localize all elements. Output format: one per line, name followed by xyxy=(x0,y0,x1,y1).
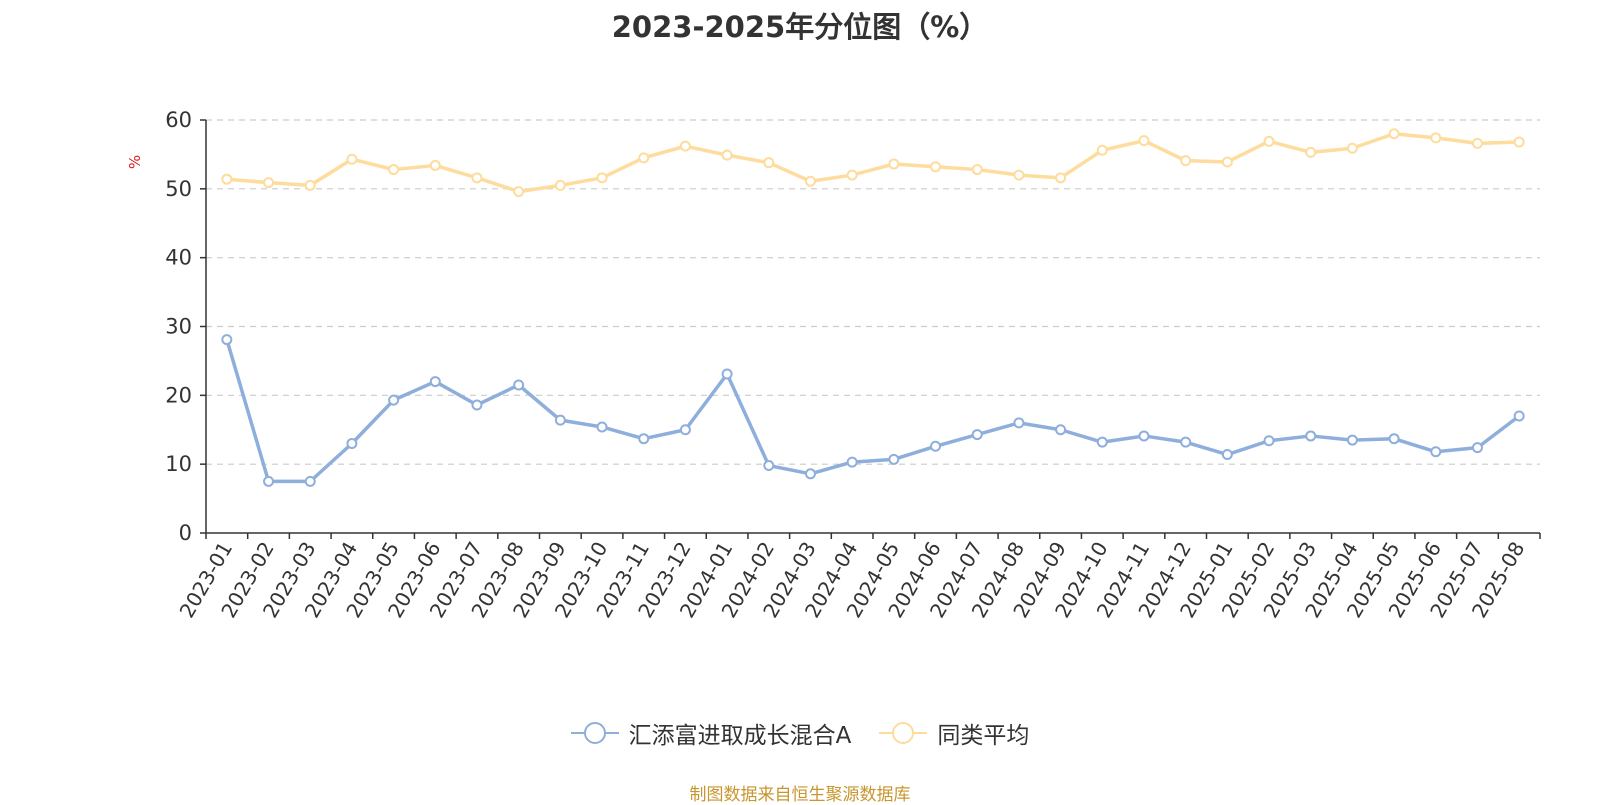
data-point-0 xyxy=(888,453,900,465)
data-point-1 xyxy=(679,140,691,152)
data-point-0 xyxy=(388,394,400,406)
data-point-0 xyxy=(763,460,775,472)
data-point-1 xyxy=(429,159,441,171)
y-tick-label: 60 xyxy=(165,108,192,132)
y-tick-label: 0 xyxy=(179,521,192,545)
data-point-1 xyxy=(971,164,983,176)
data-point-1 xyxy=(1388,128,1400,140)
data-point-0 xyxy=(679,424,691,436)
legend: 汇添富进取成长混合A 同类平均 xyxy=(0,716,1600,750)
data-point-0 xyxy=(471,399,483,411)
data-point-0 xyxy=(1346,434,1358,446)
y-tick-label: 10 xyxy=(165,452,192,476)
data-point-1 xyxy=(888,158,900,170)
data-point-0 xyxy=(1055,424,1067,436)
data-point-1 xyxy=(721,149,733,161)
legend-swatch-average-icon xyxy=(879,722,928,744)
data-point-0 xyxy=(221,334,233,346)
data-point-1 xyxy=(1346,142,1358,154)
source-note: 制图数据来自恒生聚源数据库 xyxy=(689,785,911,805)
data-point-1 xyxy=(346,153,358,165)
data-point-1 xyxy=(763,157,775,169)
series-line-0 xyxy=(225,337,1521,484)
data-point-1 xyxy=(1263,135,1275,147)
data-point-0 xyxy=(804,468,816,480)
data-point-0 xyxy=(930,440,942,452)
data-point-0 xyxy=(721,368,733,380)
grid-lines xyxy=(206,119,1540,465)
data-point-1 xyxy=(1221,156,1233,168)
data-point-0 xyxy=(346,438,358,450)
data-point-0 xyxy=(1096,436,1108,448)
data-point-1 xyxy=(221,173,233,185)
y-tick-label: 50 xyxy=(165,177,192,201)
data-point-1 xyxy=(1305,146,1317,158)
data-point-0 xyxy=(1305,430,1317,442)
data-point-1 xyxy=(1096,144,1108,156)
data-point-1 xyxy=(1513,136,1525,148)
data-point-1 xyxy=(1055,172,1067,184)
data-point-0 xyxy=(554,414,566,426)
data-point-0 xyxy=(1138,430,1150,442)
data-point-0 xyxy=(638,433,650,445)
data-point-1 xyxy=(304,179,316,191)
data-point-0 xyxy=(1430,446,1442,458)
data-point-0 xyxy=(263,475,275,487)
data-point-1 xyxy=(846,169,858,181)
data-point-0 xyxy=(596,421,608,433)
legend-item-fund[interactable]: 汇添富进取成长混合A xyxy=(570,716,852,750)
data-point-1 xyxy=(1138,135,1150,147)
data-point-1 xyxy=(804,175,816,187)
data-point-1 xyxy=(1471,137,1483,149)
data-point-1 xyxy=(596,172,608,184)
data-point-0 xyxy=(1513,410,1525,422)
data-point-0 xyxy=(1388,433,1400,445)
y-tick-label: 30 xyxy=(165,315,192,339)
data-point-1 xyxy=(471,172,483,184)
y-tick-label: 40 xyxy=(165,246,192,270)
legend-item-average[interactable]: 同类平均 xyxy=(879,716,1029,750)
y-tick-label: 20 xyxy=(165,383,192,407)
series-line-1 xyxy=(225,132,1521,194)
data-point-1 xyxy=(1430,132,1442,144)
data-point-0 xyxy=(1221,449,1233,461)
data-point-0 xyxy=(304,475,316,487)
data-point-1 xyxy=(1013,169,1025,181)
axes: 01020304050602023-012023-022023-032023-0… xyxy=(165,108,1541,622)
data-point-0 xyxy=(1180,436,1192,448)
legend-label-fund: 汇添富进取成长混合A xyxy=(628,723,852,749)
data-point-0 xyxy=(429,376,441,388)
data-point-0 xyxy=(513,379,525,391)
data-point-0 xyxy=(1263,435,1275,447)
series-lines xyxy=(221,128,1525,487)
data-point-1 xyxy=(554,179,566,191)
data-point-0 xyxy=(1471,442,1483,454)
data-point-0 xyxy=(846,456,858,468)
data-point-1 xyxy=(263,177,275,189)
legend-swatch-fund-icon xyxy=(570,722,619,744)
y-axis-label: % xyxy=(126,155,144,169)
data-point-1 xyxy=(513,186,525,198)
data-point-1 xyxy=(638,152,650,164)
data-point-0 xyxy=(971,429,983,441)
data-point-0 xyxy=(1013,417,1025,429)
data-point-1 xyxy=(388,164,400,176)
data-point-1 xyxy=(1180,155,1192,167)
legend-label-average: 同类平均 xyxy=(937,723,1030,749)
chart-title: 2023-2025年分位图（%） xyxy=(611,10,989,44)
data-point-1 xyxy=(930,161,942,173)
